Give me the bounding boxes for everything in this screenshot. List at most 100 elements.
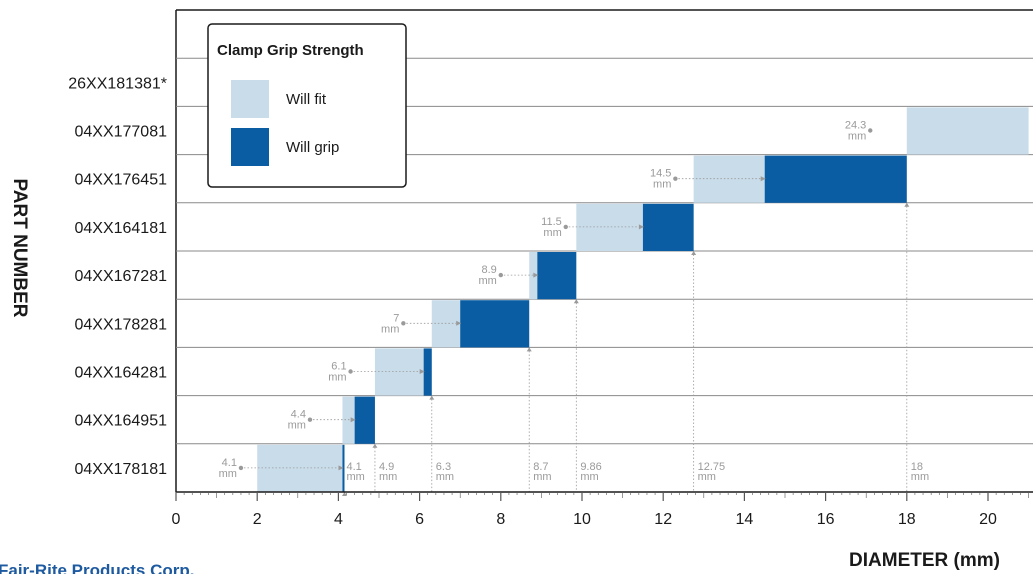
annotation-value: 24.3: [845, 120, 866, 132]
company-logo-text: Fair-Rite Products Corp.: [0, 561, 194, 574]
reference-arrow: [904, 202, 910, 207]
annotation-arrowhead: [760, 176, 766, 182]
category-label: 04XX178181: [74, 461, 167, 478]
annotation-value: 14.5: [650, 168, 671, 180]
annotation-unit: mm: [653, 179, 671, 191]
bottom-unit-label: mm: [911, 471, 929, 483]
bar-will-grip: [642, 203, 694, 251]
bar-will-fit: [906, 107, 1029, 155]
category-label: 26XX181381*: [68, 75, 167, 92]
category-label: 04XX176451: [74, 172, 167, 189]
reference-lines: [341, 202, 910, 496]
bottom-value-label: 18: [911, 461, 923, 473]
annotation-value: 4.1: [222, 457, 237, 469]
annotation-unit: mm: [381, 323, 399, 335]
bottom-value-label: 12.75: [698, 461, 726, 473]
x-tick-label: 14: [736, 511, 754, 528]
legend-title: Clamp Grip Strength: [217, 42, 364, 59]
annotation-value: 7: [393, 312, 399, 324]
legend-label-will-fit: Will fit: [286, 91, 327, 108]
x-tick-label: 8: [496, 511, 505, 528]
bottom-unit-label: mm: [580, 471, 598, 483]
annotation-unit: mm: [219, 468, 237, 480]
annotation-arrowhead: [638, 224, 644, 230]
bar-will-fit: [529, 252, 538, 300]
bottom-unit-label: mm: [533, 471, 551, 483]
bottom-unit-label: mm: [698, 471, 716, 483]
legend-swatch-will-fit: [231, 80, 269, 118]
legend-swatch-will-grip: [231, 128, 269, 166]
x-tick-label: 12: [654, 511, 672, 528]
reference-arrow: [372, 443, 378, 448]
legend-label-will-grip: Will grip: [286, 139, 339, 156]
annotation-dot: [498, 272, 503, 278]
bottom-unit-label: mm: [379, 471, 397, 483]
category-label: 04XX164281: [74, 365, 167, 382]
x-axis: 0 2 4 6 8 10 12 14 16 18 20: [172, 491, 1033, 528]
bar-will-grip: [537, 252, 577, 300]
bottom-value-label: 4.1: [346, 461, 361, 473]
category-label: 04XX177081: [74, 124, 167, 141]
x-tick-label: 20: [979, 511, 997, 528]
bar-will-grip: [354, 396, 375, 444]
annotation-dot: [307, 417, 313, 422]
category-label: 04XX164181: [74, 220, 167, 237]
annotation-value: 8.9: [482, 264, 497, 276]
reference-arrow: [341, 492, 347, 496]
annotation-value: 6.1: [331, 361, 346, 373]
bar-will-fit: [257, 444, 343, 492]
annotation-unit: mm: [288, 420, 306, 432]
reference-arrow: [429, 395, 435, 400]
annotation-unit: mm: [478, 275, 496, 287]
category-label: 04XX167281: [74, 268, 167, 285]
bar-will-grip: [423, 348, 432, 396]
x-tick-label: 0: [172, 511, 181, 528]
bottom-value-label: 4.9: [379, 461, 394, 473]
x-tick-label: 10: [573, 511, 591, 528]
annotation-arrowhead: [350, 417, 356, 423]
bottom-value-label: 8.7: [533, 461, 548, 473]
annotation-dot: [868, 128, 873, 133]
bar-will-fit: [576, 203, 643, 251]
x-tick-label: 6: [415, 511, 424, 528]
bar-will-grip: [342, 444, 345, 492]
y-axis-categories: 26XX181381* 04XX177081 04XX176451 04XX16418…: [68, 75, 167, 478]
category-label: 04XX164951: [74, 413, 167, 430]
bar-will-fit: [431, 300, 461, 348]
annotation-dot: [673, 176, 678, 181]
bar-will-fit: [342, 396, 355, 444]
annotation-arrowhead: [338, 465, 344, 471]
annotation-dot: [348, 369, 353, 374]
annotation-dot: [563, 224, 568, 230]
reference-arrow: [691, 251, 697, 255]
annotation-unit: mm: [848, 131, 866, 143]
x-tick-label: 2: [253, 511, 262, 528]
bottom-unit-label: mm: [436, 471, 454, 483]
y-axis-title: PART NUMBER: [9, 179, 30, 318]
x-tick-label: 18: [898, 511, 916, 528]
bar-will-fit: [693, 155, 765, 203]
x-tick-label: 16: [817, 511, 835, 528]
annotation-value: 11.5: [541, 216, 562, 228]
bottom-value-label: 9.86: [580, 461, 601, 473]
annotation-value: 4.4: [291, 409, 306, 421]
bar-will-grip: [764, 155, 907, 203]
reference-arrow: [526, 347, 532, 352]
bar-layer: [257, 107, 1029, 492]
bar-will-grip: [460, 300, 530, 348]
bar-will-fit: [374, 348, 424, 396]
annotation-arrowhead: [456, 320, 462, 326]
bottom-unit-label: mm: [346, 471, 364, 483]
x-axis-title: DIAMETER (mm): [849, 550, 1000, 571]
category-label: 04XX178281: [74, 316, 167, 333]
legend: Clamp Grip Strength Will fit Will grip: [207, 23, 407, 188]
bottom-value-label: 6.3: [436, 461, 451, 473]
reference-arrow: [573, 299, 579, 304]
annotation-layer: 24.3mm14.5mm11.5mm8.9mm7mm6.1mm4.4mm4.1m…: [219, 120, 929, 483]
annotation-dot: [238, 465, 244, 471]
annotation-dot: [401, 321, 406, 326]
annotation-unit: mm: [328, 372, 346, 384]
annotation-unit: mm: [543, 227, 561, 239]
annotation-arrowhead: [533, 272, 539, 278]
